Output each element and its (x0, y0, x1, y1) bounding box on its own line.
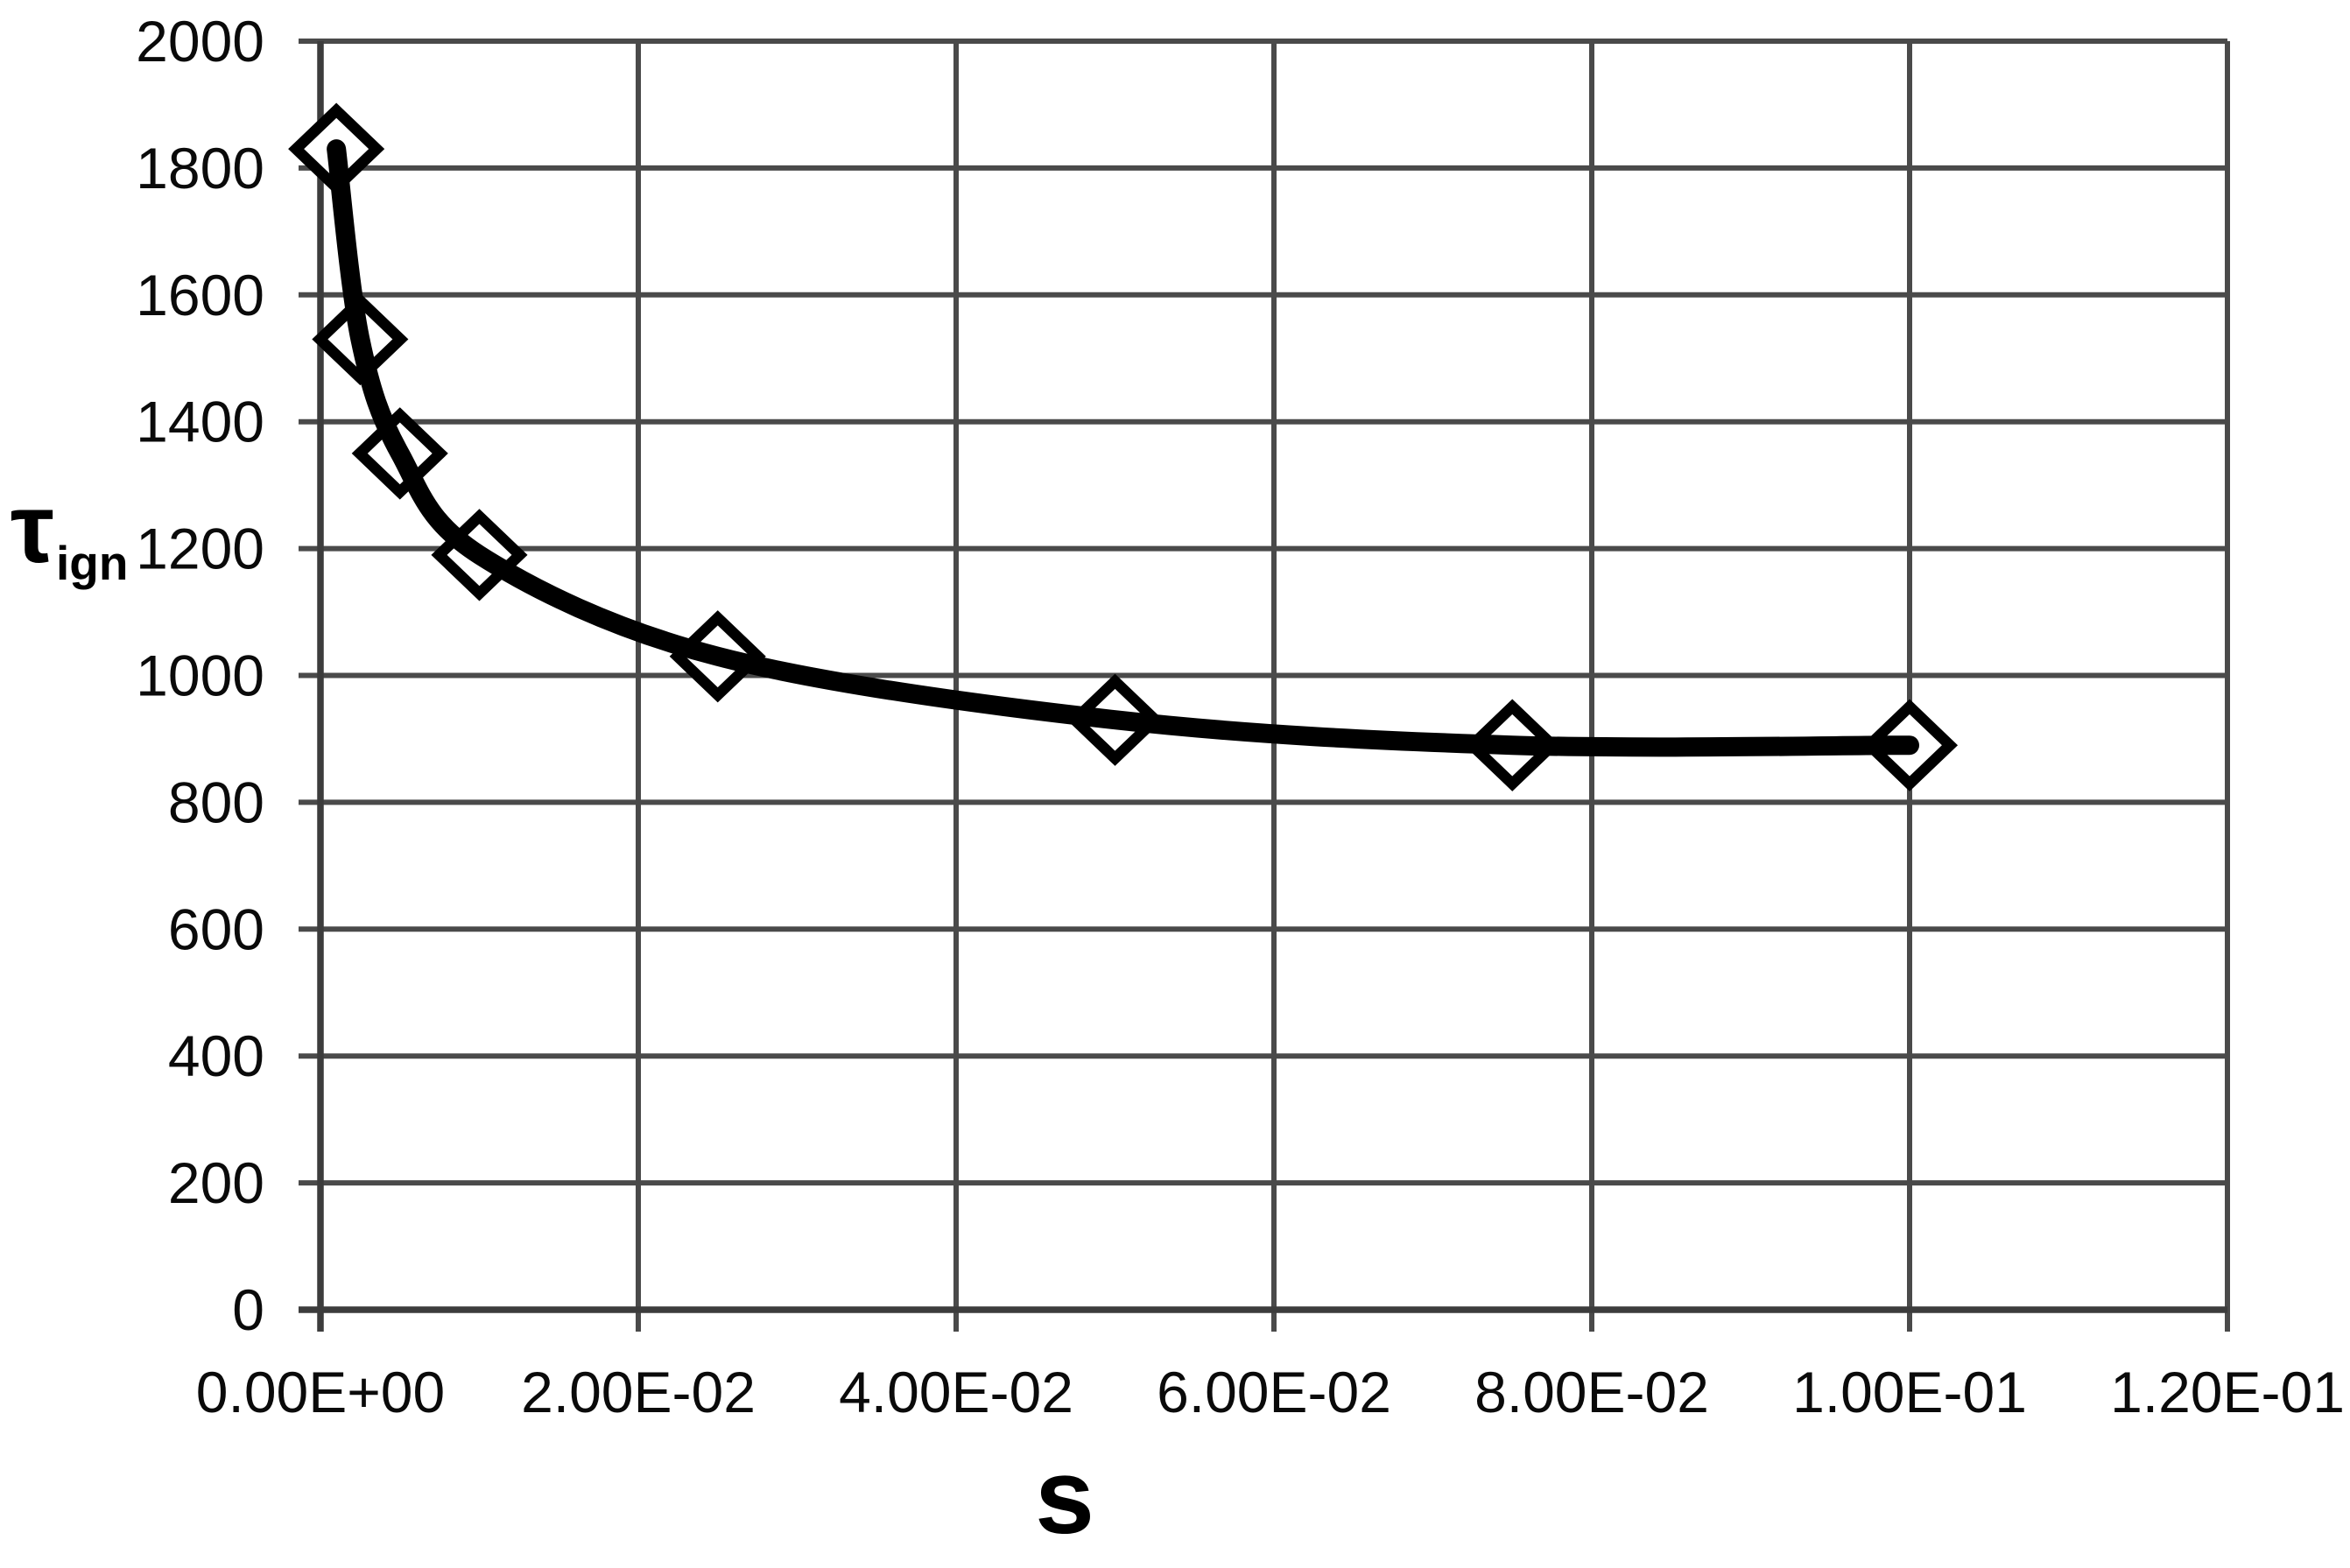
y-tick-label: 2000 (136, 9, 264, 74)
axes (299, 41, 2227, 1332)
y-axis-title: τign (11, 480, 128, 587)
x-tick-label: 1.00E-01 (1792, 1360, 2027, 1424)
series-curve (327, 139, 1919, 757)
x-tick-label: 1.20E-01 (2110, 1360, 2345, 1424)
x-tick-label: 2.00E-02 (521, 1360, 756, 1424)
y-axis-title-symbol: τ (11, 474, 54, 583)
tick-labels: 0 200 400 600 800 1000 1200 1400 1600 1800 2000 0.0… (136, 9, 2345, 1424)
data-point-markers (288, 102, 1959, 791)
y-tick-label: 1800 (136, 136, 264, 200)
x-axis-title: s (1035, 1437, 1094, 1556)
y-tick-label: 1400 (136, 390, 264, 454)
x-tick-label: 4.00E-02 (839, 1360, 1073, 1424)
y-axis-title-subscript: ign (55, 536, 129, 590)
x-tick-label: 8.00E-02 (1474, 1360, 1709, 1424)
y-tick-label: 400 (168, 1023, 264, 1088)
data-series-line (327, 139, 1919, 757)
y-tick-label: 1200 (136, 517, 264, 581)
y-tick-label: 600 (168, 897, 264, 961)
y-tick-label: 0 (232, 1277, 264, 1342)
y-tick-label: 800 (168, 770, 264, 834)
y-tick-label: 1000 (136, 643, 264, 708)
x-tick-label: 0.00E+00 (196, 1360, 445, 1424)
x-tick-label: 6.00E-02 (1157, 1360, 1391, 1424)
y-tick-label: 200 (168, 1150, 264, 1215)
y-tick-label: 1600 (136, 263, 264, 327)
gridlines (299, 39, 2230, 1332)
